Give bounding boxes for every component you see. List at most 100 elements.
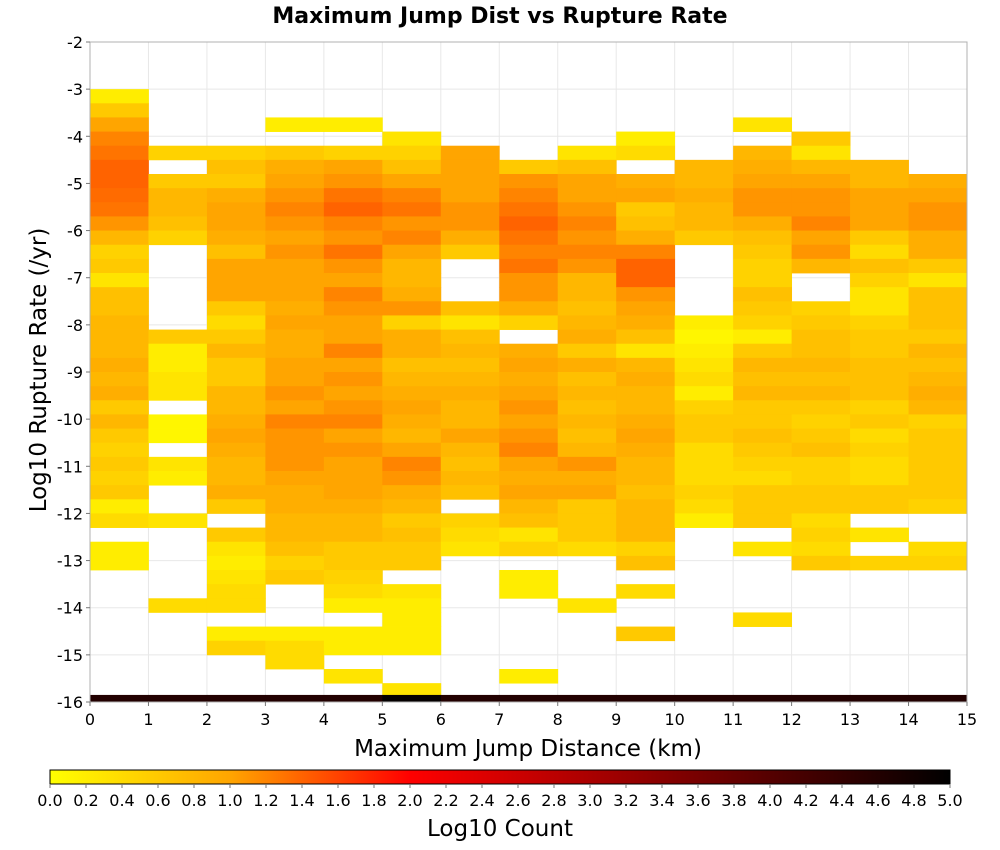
colorbar-tick-label: 3.6 (685, 791, 710, 810)
heatmap-cell (323, 541, 383, 557)
heatmap-cell (908, 315, 968, 330)
heatmap-cell (323, 400, 383, 415)
heatmap-cell (148, 174, 208, 189)
heatmap-cell (90, 400, 149, 415)
heatmap-cell (265, 555, 325, 571)
heatmap-cell (908, 301, 968, 316)
heatmap-cell (206, 584, 266, 599)
heatmap-cell (382, 230, 442, 246)
heatmap-cell (733, 471, 792, 486)
heatmap-cell (674, 188, 734, 203)
heatmap-cell (557, 357, 617, 373)
heatmap-cell (850, 428, 909, 444)
heatmap-cell (791, 159, 851, 175)
heatmap-cell (850, 244, 909, 260)
heatmap-cell (90, 372, 149, 387)
x-tick-label: 6 (436, 710, 446, 729)
heatmap-cell (908, 541, 968, 557)
heatmap-cell (440, 202, 500, 217)
heatmap-cell (733, 513, 792, 528)
heatmap-cell (616, 174, 676, 189)
heatmap-cell (265, 654, 325, 670)
heatmap-cell (733, 357, 792, 373)
heatmap-cell (90, 471, 149, 486)
heatmap-cell (382, 694, 442, 702)
heatmap-cell (323, 287, 383, 302)
heatmap-cell (90, 329, 149, 345)
heatmap-cell (90, 145, 149, 161)
heatmap-cell (323, 258, 383, 274)
heatmap-cell (323, 343, 383, 359)
heatmap-cell (616, 414, 676, 429)
heatmap-cell (499, 442, 559, 458)
heatmap-cell (908, 357, 968, 373)
heatmap-cell (90, 258, 149, 274)
heatmap-cell (674, 216, 734, 231)
heatmap-cell (323, 145, 383, 161)
heatmap-cell (265, 414, 325, 429)
heatmap-cell (850, 273, 909, 288)
x-tick-label: 7 (494, 710, 504, 729)
heatmap-cell (499, 456, 559, 472)
heatmap-cell (440, 386, 500, 401)
heatmap-cell (908, 386, 968, 401)
heatmap-cell (148, 372, 208, 387)
heatmap-cell (733, 244, 792, 260)
heatmap-cell (440, 513, 500, 528)
heatmap-cell (440, 541, 500, 557)
heatmap-cell (733, 329, 792, 345)
heatmap-cell (206, 216, 266, 231)
heatmap-cell (440, 456, 500, 472)
heatmap-cell (850, 694, 909, 702)
heatmap-cell (440, 188, 500, 203)
heatmap-cell (674, 230, 734, 246)
heatmap-cell (206, 499, 266, 514)
heatmap-cell (557, 386, 617, 401)
heatmap-cell (499, 694, 559, 702)
colorbar-tick-label: 2.6 (505, 791, 530, 810)
heatmap-cell (850, 471, 909, 486)
heatmap-cell (850, 216, 909, 231)
heatmap-cell (265, 372, 325, 387)
x-tick-label: 4 (319, 710, 329, 729)
heatmap-cell (323, 570, 383, 585)
heatmap-cell (791, 357, 851, 373)
heatmap-cell (206, 145, 266, 161)
heatmap-cell (850, 555, 909, 571)
heatmap-cell (908, 216, 968, 231)
heatmap-cell (265, 694, 325, 702)
heatmap-cell (440, 414, 500, 429)
heatmap-cell (557, 694, 617, 702)
heatmap-cell (557, 230, 617, 246)
heatmap-cell (265, 315, 325, 330)
heatmap-cell (382, 329, 442, 345)
colorbar-tick-label: 5.0 (937, 791, 962, 810)
heatmap-cell (791, 216, 851, 231)
heatmap-cell (499, 372, 559, 387)
heatmap-cell (323, 527, 383, 543)
heatmap-cell (850, 329, 909, 345)
heatmap-cell (733, 287, 792, 302)
heatmap-cell (499, 174, 559, 189)
y-tick-label: -14 (57, 599, 83, 618)
heatmap-cell (206, 357, 266, 373)
heatmap-cell (557, 244, 617, 260)
heatmap-cell (674, 414, 734, 429)
heatmap-cell (382, 541, 442, 557)
heatmap-cell (908, 456, 968, 472)
heatmap-cell (850, 287, 909, 302)
heatmap-cell (733, 428, 792, 444)
heatmap-cell (206, 174, 266, 189)
heatmap-cell (850, 442, 909, 458)
heatmap-cell (148, 188, 208, 203)
colorbar-ticks: 0.0 0.2 0.4 0.6 0.8 1.0 1.2 1.4 1.6 1.8 2.0 2.2 2.4 2… (37, 784, 963, 810)
heatmap-cell (206, 694, 266, 702)
heatmap-cell (323, 598, 383, 613)
heatmap-cell (791, 555, 851, 571)
heatmap-cell (791, 188, 851, 203)
heatmap-cell (674, 315, 734, 330)
y-tick-label: -16 (57, 693, 83, 712)
heatmap-cell (616, 386, 676, 401)
colorbar-tick-label: 1.0 (217, 791, 242, 810)
heatmap-cell (90, 343, 149, 359)
